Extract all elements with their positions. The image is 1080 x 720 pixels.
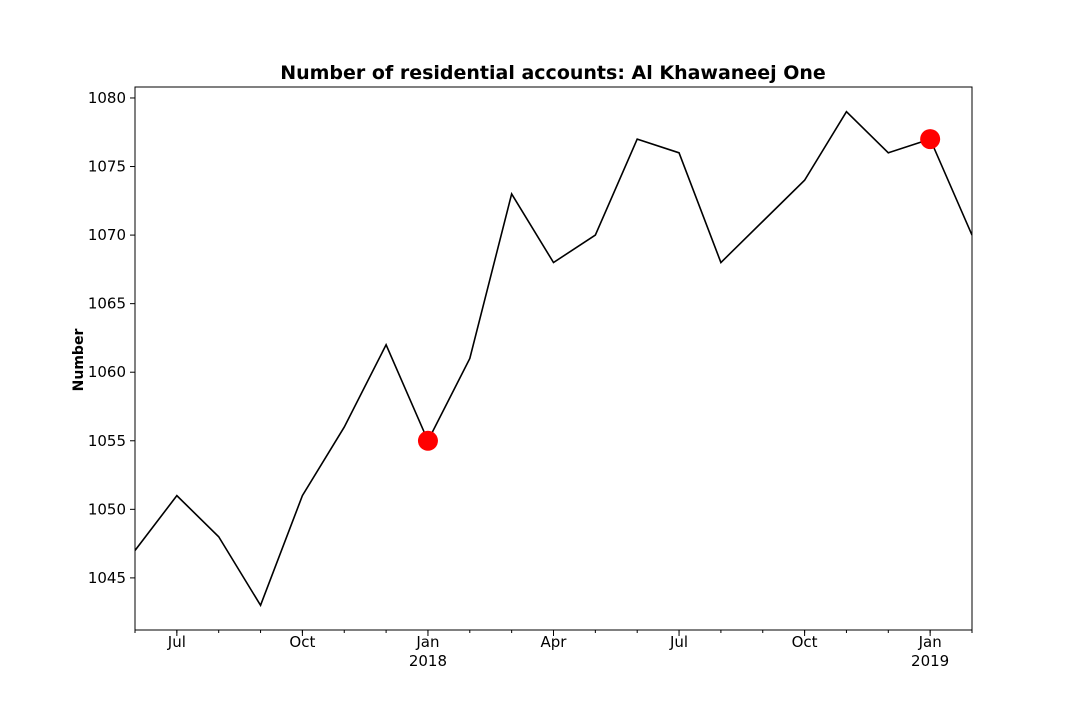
x-tick-year-label: 2019 [911,652,949,670]
y-tick-label: 1055 [88,432,126,450]
y-tick-label: 1065 [88,295,126,313]
y-tick-label: 1060 [88,363,126,381]
highlight-point [417,430,438,451]
x-tick-label: Jan [918,633,942,651]
x-tick-year-label: 2018 [409,652,447,670]
x-tick-label: Jul [167,633,186,651]
highlight-point [920,129,941,150]
plot-area: 1045 1050 1055 1060 1065 1070 1075 1080 Jul Oct Ja… [88,89,973,670]
series-line [135,110,972,608]
y-tick-label: 1070 [88,226,126,244]
y-tick-label: 1045 [88,569,126,587]
y-tick-label: 1075 [88,158,126,176]
x-tick-label: Jul [669,633,688,651]
y-tick-label: 1080 [88,89,126,107]
x-tick-label: Oct [792,633,818,651]
y-axis-label: Number [71,329,87,392]
plot-frame [134,86,973,631]
x-tick-label: Jan [415,633,439,651]
x-tick-label: Apr [541,633,568,651]
y-tick-label: 1050 [88,500,126,518]
chart-title: Number of residential accounts: Al Khawa… [280,62,826,84]
x-tick-label: Oct [289,633,315,651]
